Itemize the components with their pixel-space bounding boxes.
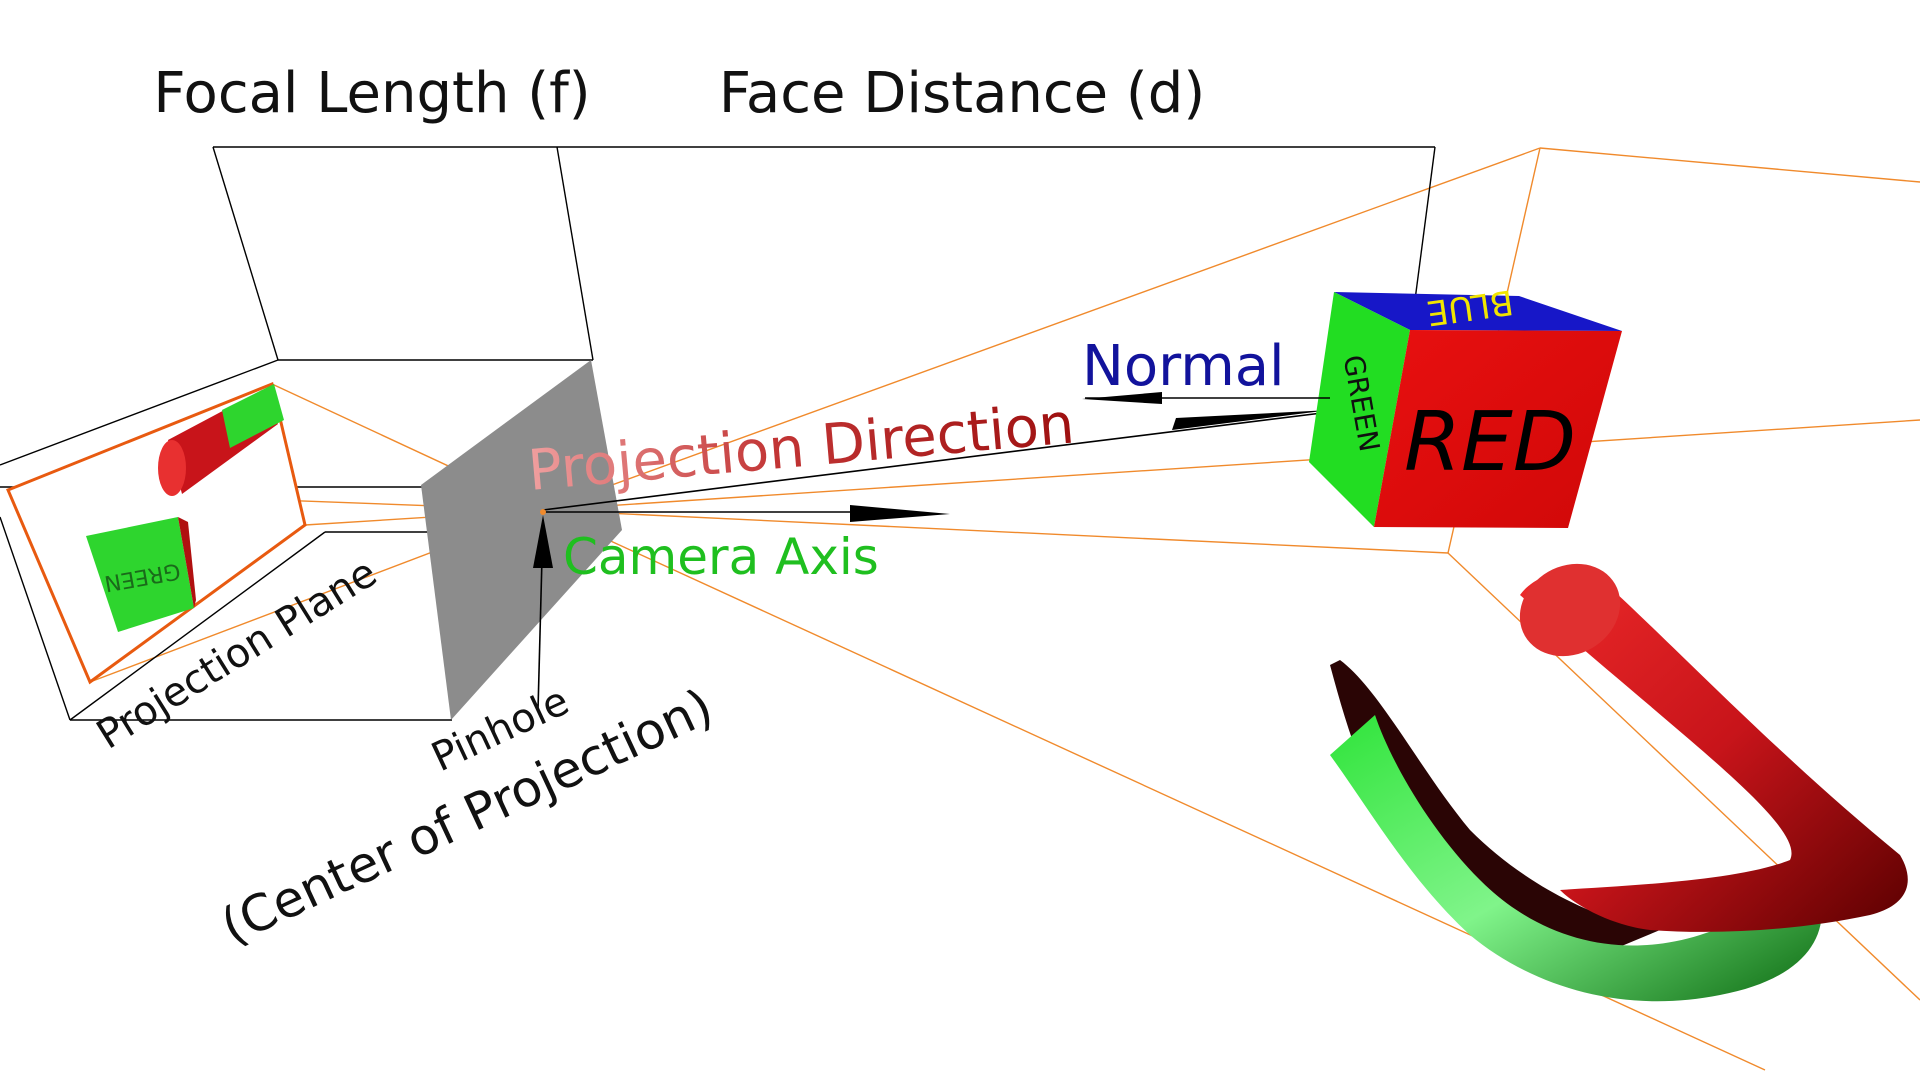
image-red-edge	[178, 517, 196, 608]
camera-axis-arrowhead	[850, 505, 950, 522]
tube-red	[1520, 569, 1908, 932]
tube-red-cap	[1519, 563, 1621, 657]
image-green-face	[86, 517, 194, 632]
normal-label: Normal	[1082, 334, 1285, 399]
pinhole-plane	[421, 360, 622, 720]
cube: BLUE GREEN RED	[1309, 281, 1622, 528]
pinhole-point	[540, 509, 546, 515]
image-red-tube-cap	[158, 440, 186, 496]
face-distance-label: Face Distance (d)	[719, 61, 1205, 126]
cube-front-face	[1374, 330, 1622, 528]
pinhole-arrowhead	[533, 515, 553, 568]
camera-axis-label: Camera Axis	[563, 528, 879, 586]
projection-direction-label: Projection Direction	[526, 391, 1077, 503]
cube-red-label: RED	[1404, 395, 1576, 490]
cube-top-face	[1334, 292, 1622, 331]
normal-arrowhead	[1082, 392, 1162, 404]
cube-left-face	[1309, 292, 1410, 527]
projection-plane: GREEN	[6, 381, 307, 685]
projection-direction-line	[542, 411, 1331, 511]
projection-direction-arrowhead	[1172, 410, 1330, 430]
u-tube	[1330, 563, 1908, 1002]
image-green-tube	[222, 384, 284, 448]
tube-green	[1330, 715, 1822, 1002]
focal-length-label: Focal Length (f)	[153, 61, 590, 126]
